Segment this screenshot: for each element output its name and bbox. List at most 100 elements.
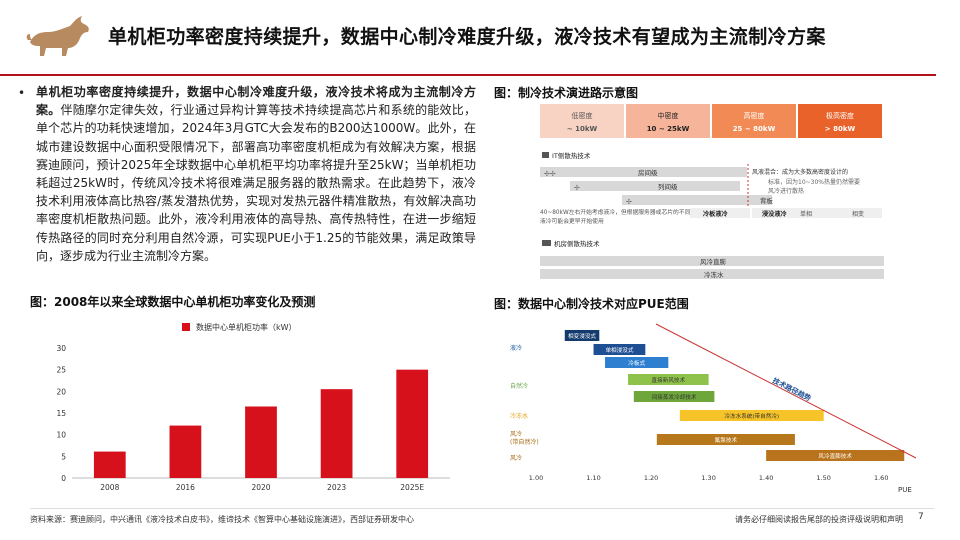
it-row-room-label: 房间级 [638,168,658,177]
pue-bar [564,330,600,341]
cooling-evolution-diagram: 低密度 ~ 10kW 中密度 10 ~ 25kW 高密度 25 ~ 80kW 极高密度 > 8… [540,104,884,279]
pue-figure-title: 图：数据中心制冷技术对应PUE范围 [494,297,689,311]
pue-category-label: 风冷 [510,454,522,462]
pue-tick-label: 1.00 [529,474,543,482]
pue-bar [593,344,646,355]
immersion-label: 浸没液冷 [762,210,788,218]
rack-power-bar-chart: 数据中心单机柜功率（kW） 0 5 10 15 20 25 30 2008 2016 2020 2… [56,322,450,492]
pue-bar [679,410,824,421]
density-name: 中密度 [658,111,679,120]
x-tick-label: 2023 [327,483,346,492]
fan-icon: ✢ [626,198,632,206]
pue-bar-label: 间接蒸发冷却技术 [652,393,697,401]
note-right-line1: 风液混合：成为大多数高密度设计的 [752,168,848,176]
bullet-marker: • [18,86,26,100]
pue-bar [605,357,669,368]
density-box [712,104,796,138]
footer-divider [30,508,934,509]
room-row-dx-label: 风冷直膨 [700,257,727,266]
building-icon [542,240,551,246]
note-left-line1: 40~80kW左右开始考虑液冷，但根据服务器或芯片的不同， [540,208,696,216]
pue-category-label: 液冷 [510,344,522,352]
fan-icon: ✢ [574,184,580,192]
body-paragraph: 单机柜功率密度持续提升，数据中心制冷难度升级，液冷技术将成为主流制冷方案。伴随摩… [36,83,476,265]
x-tick-label: 2008 [100,483,119,492]
pue-bar-label: 单相浸没式 [605,346,633,354]
density-box [798,104,882,138]
pue-bar [628,374,709,385]
header-divider [0,74,936,76]
fan-icon: ✢✢ [544,170,556,178]
pue-bar-label: 冷板式 [628,359,645,367]
paragraph-lead: 单机柜功率密度持续提升，数据中心制冷难度升级，液冷技术将成为主流制冷方案。 [36,85,476,118]
pue-tick-label: 1.20 [644,474,658,482]
y-tick-label: 0 [61,474,66,483]
x-tick-label: 2025E [400,483,424,492]
pue-bar-label: 直接新风技术 [652,376,686,384]
density-range: ~ 10kW [567,125,598,133]
bar-2008 [93,451,126,478]
density-box [626,104,710,138]
disclaimer: 请务必仔细阅读报告尾部的投资评级说明和声明 [735,515,903,524]
pue-category-label: 风冷(带自然冷) [510,430,539,446]
it-section-title: IT侧散热技术 [552,151,591,160]
density-box [540,104,624,138]
bar-2023 [320,389,353,478]
evolution-figure-title: 图：制冷技术演进路示意图 [494,86,639,100]
pue-bar [656,434,795,445]
paragraph-text: 伴随摩尔定律失效，行业通过异构计算等技术持续提高芯片和系统的能效比，单个芯片的功… [36,103,476,263]
bar-2020 [245,406,277,478]
room-row-chilled [540,269,884,279]
page-title: 单机柜功率密度持续提升，数据中心制冷难度升级，液冷技术有望成为主流制冷方案 [108,26,826,48]
pue-axis-label: PUE [898,486,912,494]
pue-tick-label: 1.60 [874,474,888,482]
pue-bar [766,450,905,461]
it-row-backplate-label: 背板 [760,196,774,205]
header: 单机柜功率密度持续提升，数据中心制冷难度升级，液冷技术有望成为主流制冷方案 [0,0,960,76]
x-tick-label: 2016 [176,483,195,492]
page-number: 7 [918,512,924,522]
pue-bar-label: 冷冻水系统(带自然冷) [724,412,779,420]
room-section-title: 机房侧散热技术 [554,239,600,248]
y-tick-label: 30 [56,344,66,353]
cold-plate-box [690,208,750,218]
y-tick-label: 20 [56,387,66,396]
it-row-backplate [622,195,772,205]
density-name: 极高密度 [826,111,854,120]
room-row-chilled-label: 冷冻水 [704,270,724,279]
note-right-line2: 标准，因为10~30%热量仍然需要 [768,178,860,186]
pue-category-label: 冷冻水 [510,412,528,420]
trend-arrow [655,323,917,459]
pue-tick-label: 1.10 [586,474,600,482]
density-range: 25 ~ 80kW [733,125,776,133]
server-icon [542,152,549,158]
legend-swatch [182,323,190,331]
pue-bar-label: 相变浸没式 [568,332,596,340]
pue-tick-label: 1.40 [759,474,773,482]
y-tick-label: 5 [61,452,66,461]
pue-category-label: 自然冷 [510,382,528,390]
density-range: 10 ~ 25kW [647,125,690,133]
note-right-line3: 风冷进行散热 [768,187,804,195]
cold-plate-label: 冷板液冷 [703,210,729,218]
it-row-row [570,181,740,191]
bar-2025E [396,369,429,478]
it-row-room [540,167,747,177]
density-name: 高密度 [744,111,765,120]
y-tick-label: 15 [56,409,66,418]
y-tick-label: 10 [56,431,66,440]
two-phase-label: 相变 [852,210,864,218]
y-tick-label: 25 [56,366,66,375]
bar-chart-title: 图：2008年以来全球数据中心单机柜功率变化及预测 [30,295,316,309]
single-phase-label: 单相 [800,210,812,218]
immersion-box [752,208,882,218]
pue-bar-label: 风冷直膨技术 [818,452,852,460]
density-name: 低密度 [572,111,593,120]
source-note: 资料来源：赛迪顾问，中兴通讯《液冷技术白皮书》，维谛技术《智算中心基础设施演进》… [30,515,414,524]
pue-bar [633,391,715,402]
legend-label: 数据中心单机柜功率（kW） [196,322,297,332]
pue-tick-label: 1.30 [701,474,715,482]
it-row-row-label: 列间级 [658,182,678,191]
bull-logo-icon [26,16,89,56]
